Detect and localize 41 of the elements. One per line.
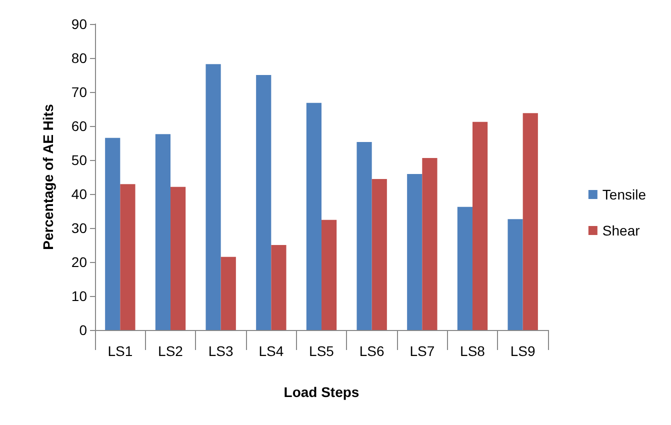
- y-tick-label: 50: [71, 152, 88, 168]
- bar: [322, 220, 337, 330]
- bar: [306, 102, 322, 330]
- y-tick-label: 90: [71, 16, 88, 32]
- x-tick-label: LS4: [258, 343, 284, 359]
- x-tick-label: LS8: [460, 343, 486, 359]
- y-tick-label: 0: [79, 322, 88, 338]
- y-axis-title: Percentage of AE Hits: [40, 104, 56, 250]
- bar: [220, 256, 236, 330]
- x-tick-label: LS1: [108, 343, 133, 359]
- bar: [422, 158, 438, 330]
- x-tick-label: LS7: [410, 343, 435, 359]
- x-tick-label: LS5: [309, 343, 334, 359]
- bar: [407, 174, 422, 330]
- bar: [508, 219, 523, 330]
- x-tick-label: LS9: [510, 343, 536, 359]
- bar: [105, 138, 120, 330]
- x-tick-label: LS6: [359, 343, 384, 359]
- bar: [522, 113, 538, 330]
- y-tick-label: 70: [71, 84, 88, 100]
- legend-label: Shear: [602, 222, 640, 238]
- bar: [155, 134, 170, 330]
- bar: [472, 122, 488, 330]
- x-axis-title: Load Steps: [284, 384, 360, 400]
- y-tick-label: 40: [71, 186, 88, 202]
- bar: [271, 245, 286, 330]
- bar: [206, 64, 221, 330]
- y-tick-label: 60: [71, 118, 88, 134]
- bar: [457, 206, 472, 330]
- y-tick-label: 10: [71, 288, 88, 304]
- y-tick-label: 20: [71, 254, 88, 270]
- bar: [120, 184, 136, 330]
- bar: [356, 142, 372, 330]
- y-tick-label: 80: [71, 50, 88, 66]
- legend-label: Tensile: [602, 186, 646, 202]
- x-tick-label: LS2: [158, 343, 184, 359]
- y-tick-label: 30: [71, 220, 88, 236]
- bar: [170, 186, 186, 330]
- x-tick-label: LS3: [208, 343, 234, 359]
- bar: [372, 179, 387, 330]
- bar: [256, 75, 272, 330]
